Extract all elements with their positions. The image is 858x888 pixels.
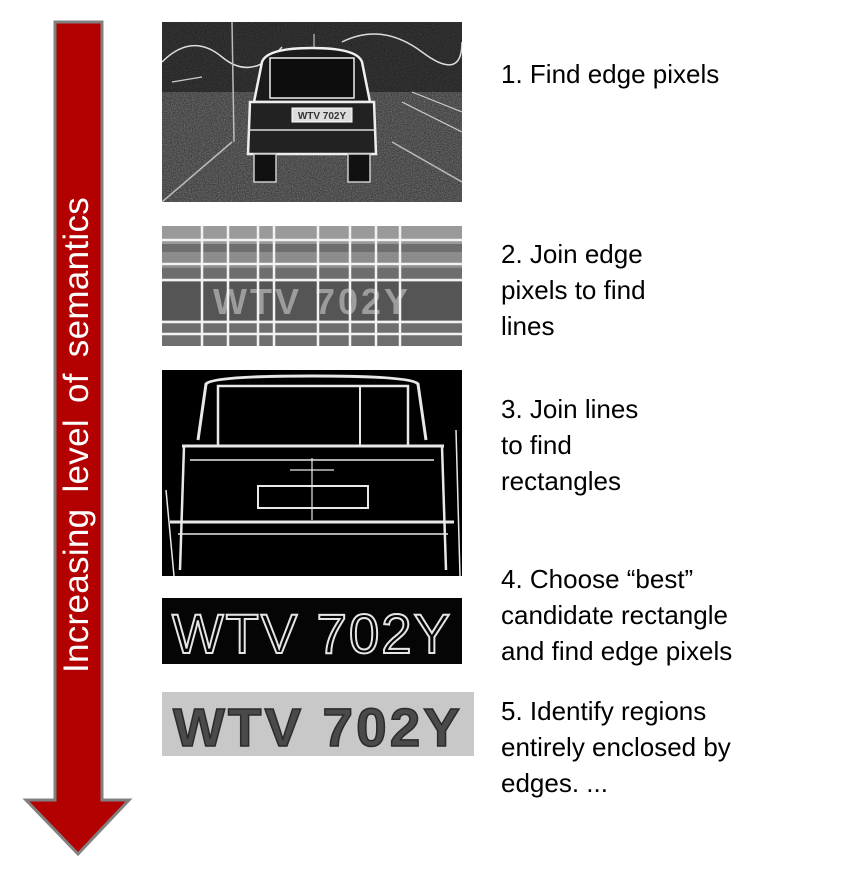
candidate-plate-edges-image: WTV 702Y [162,598,462,664]
svg-text:WTV 702Y: WTV 702Y [173,698,463,756]
step-4-text: 4. Choose “best” candidate rectangle and… [501,564,733,666]
semantics-arrow [22,20,133,857]
rectangles-image [162,370,462,576]
enclosed-regions-image: WTV 702Y [162,692,474,756]
step-3-text: 3. Join lines to find rectangles [501,394,639,496]
axis-label-text: Increasing level of semantics [57,196,96,674]
step-1-text: 1. Find edge pixels [501,59,720,89]
step-2-text: 2. Join edge pixels to find lines [501,239,646,341]
svg-text:WTV 702Y: WTV 702Y [172,602,452,664]
svg-text:WTV 702Y: WTV 702Y [298,111,347,122]
svg-text:WTV 702Y: WTV 702Y [213,281,411,322]
edge-lines-image: WTV 702Y [162,226,462,346]
step-5-text: 5. Identify regions entirely enclosed by… [501,696,731,798]
edge-pixels-image: WTV 702Y [162,22,462,202]
